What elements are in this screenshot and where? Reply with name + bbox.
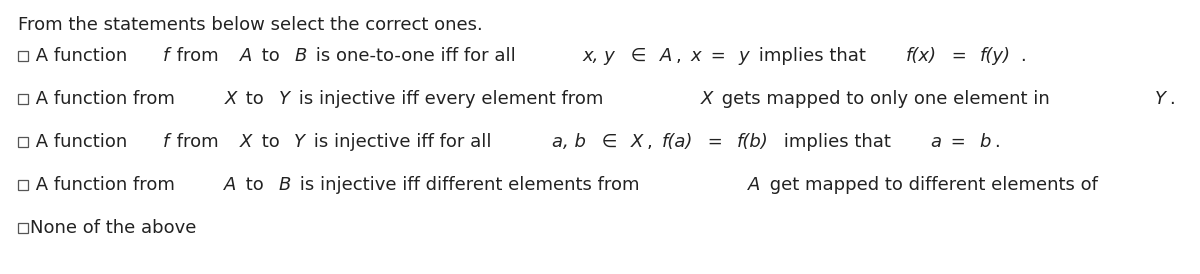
Text: get mapped to different elements of: get mapped to different elements of xyxy=(763,176,1103,194)
Text: A function from: A function from xyxy=(30,176,181,194)
Text: to: to xyxy=(256,47,286,65)
Text: to: to xyxy=(240,176,270,194)
Text: B: B xyxy=(294,47,306,65)
Bar xyxy=(18,180,28,190)
Text: A function from: A function from xyxy=(30,90,181,108)
Text: X: X xyxy=(224,90,236,108)
Text: x, y: x, y xyxy=(583,47,616,65)
Text: from: from xyxy=(172,133,224,151)
Text: y: y xyxy=(739,47,750,65)
Text: a, b: a, b xyxy=(552,133,587,151)
Text: ∈: ∈ xyxy=(625,47,653,65)
Text: A: A xyxy=(240,47,252,65)
Text: f(x): f(x) xyxy=(906,47,937,65)
Text: f: f xyxy=(163,47,169,65)
Text: from: from xyxy=(172,47,224,65)
Text: A: A xyxy=(224,176,236,194)
Text: f: f xyxy=(163,133,169,151)
Text: =: = xyxy=(704,47,731,65)
Text: .: . xyxy=(994,133,1000,151)
Bar xyxy=(18,51,28,61)
Text: Y: Y xyxy=(278,90,289,108)
Text: is injective iff for all: is injective iff for all xyxy=(308,133,498,151)
Text: From the statements below select the correct ones.: From the statements below select the cor… xyxy=(18,16,482,34)
Text: A: A xyxy=(748,176,760,194)
Text: is injective iff every element from: is injective iff every element from xyxy=(293,90,608,108)
Text: to: to xyxy=(240,90,270,108)
Text: =: = xyxy=(944,133,971,151)
Text: X: X xyxy=(240,133,252,151)
Text: A function: A function xyxy=(30,133,133,151)
Text: .: . xyxy=(1020,47,1026,65)
Text: A: A xyxy=(660,47,672,65)
Text: is injective iff different elements from: is injective iff different elements from xyxy=(294,176,646,194)
Text: f(a): f(a) xyxy=(662,133,694,151)
Text: .: . xyxy=(1169,90,1175,108)
Text: =: = xyxy=(702,133,728,151)
Bar xyxy=(18,94,28,104)
Text: B: B xyxy=(278,176,290,194)
Bar xyxy=(18,137,28,147)
Text: f(y): f(y) xyxy=(980,47,1010,65)
Text: b: b xyxy=(979,133,990,151)
Text: =: = xyxy=(946,47,972,65)
Text: gets mapped to only one element in: gets mapped to only one element in xyxy=(716,90,1056,108)
Text: Y: Y xyxy=(1154,90,1165,108)
Text: X: X xyxy=(701,90,713,108)
Text: ∈: ∈ xyxy=(596,133,623,151)
Text: ,: , xyxy=(647,133,659,151)
Text: X: X xyxy=(631,133,643,151)
Text: a: a xyxy=(931,133,942,151)
Text: A function: A function xyxy=(30,47,133,65)
Text: x: x xyxy=(691,47,702,65)
Text: to: to xyxy=(256,133,286,151)
Text: f(b): f(b) xyxy=(737,133,768,151)
Text: Y: Y xyxy=(294,133,305,151)
Text: is one-to-one iff for all: is one-to-one iff for all xyxy=(310,47,522,65)
Text: None of the above: None of the above xyxy=(30,219,197,237)
Text: implies that: implies that xyxy=(752,47,871,65)
Bar xyxy=(18,223,28,233)
Text: ,: , xyxy=(676,47,688,65)
Text: implies that: implies that xyxy=(778,133,896,151)
